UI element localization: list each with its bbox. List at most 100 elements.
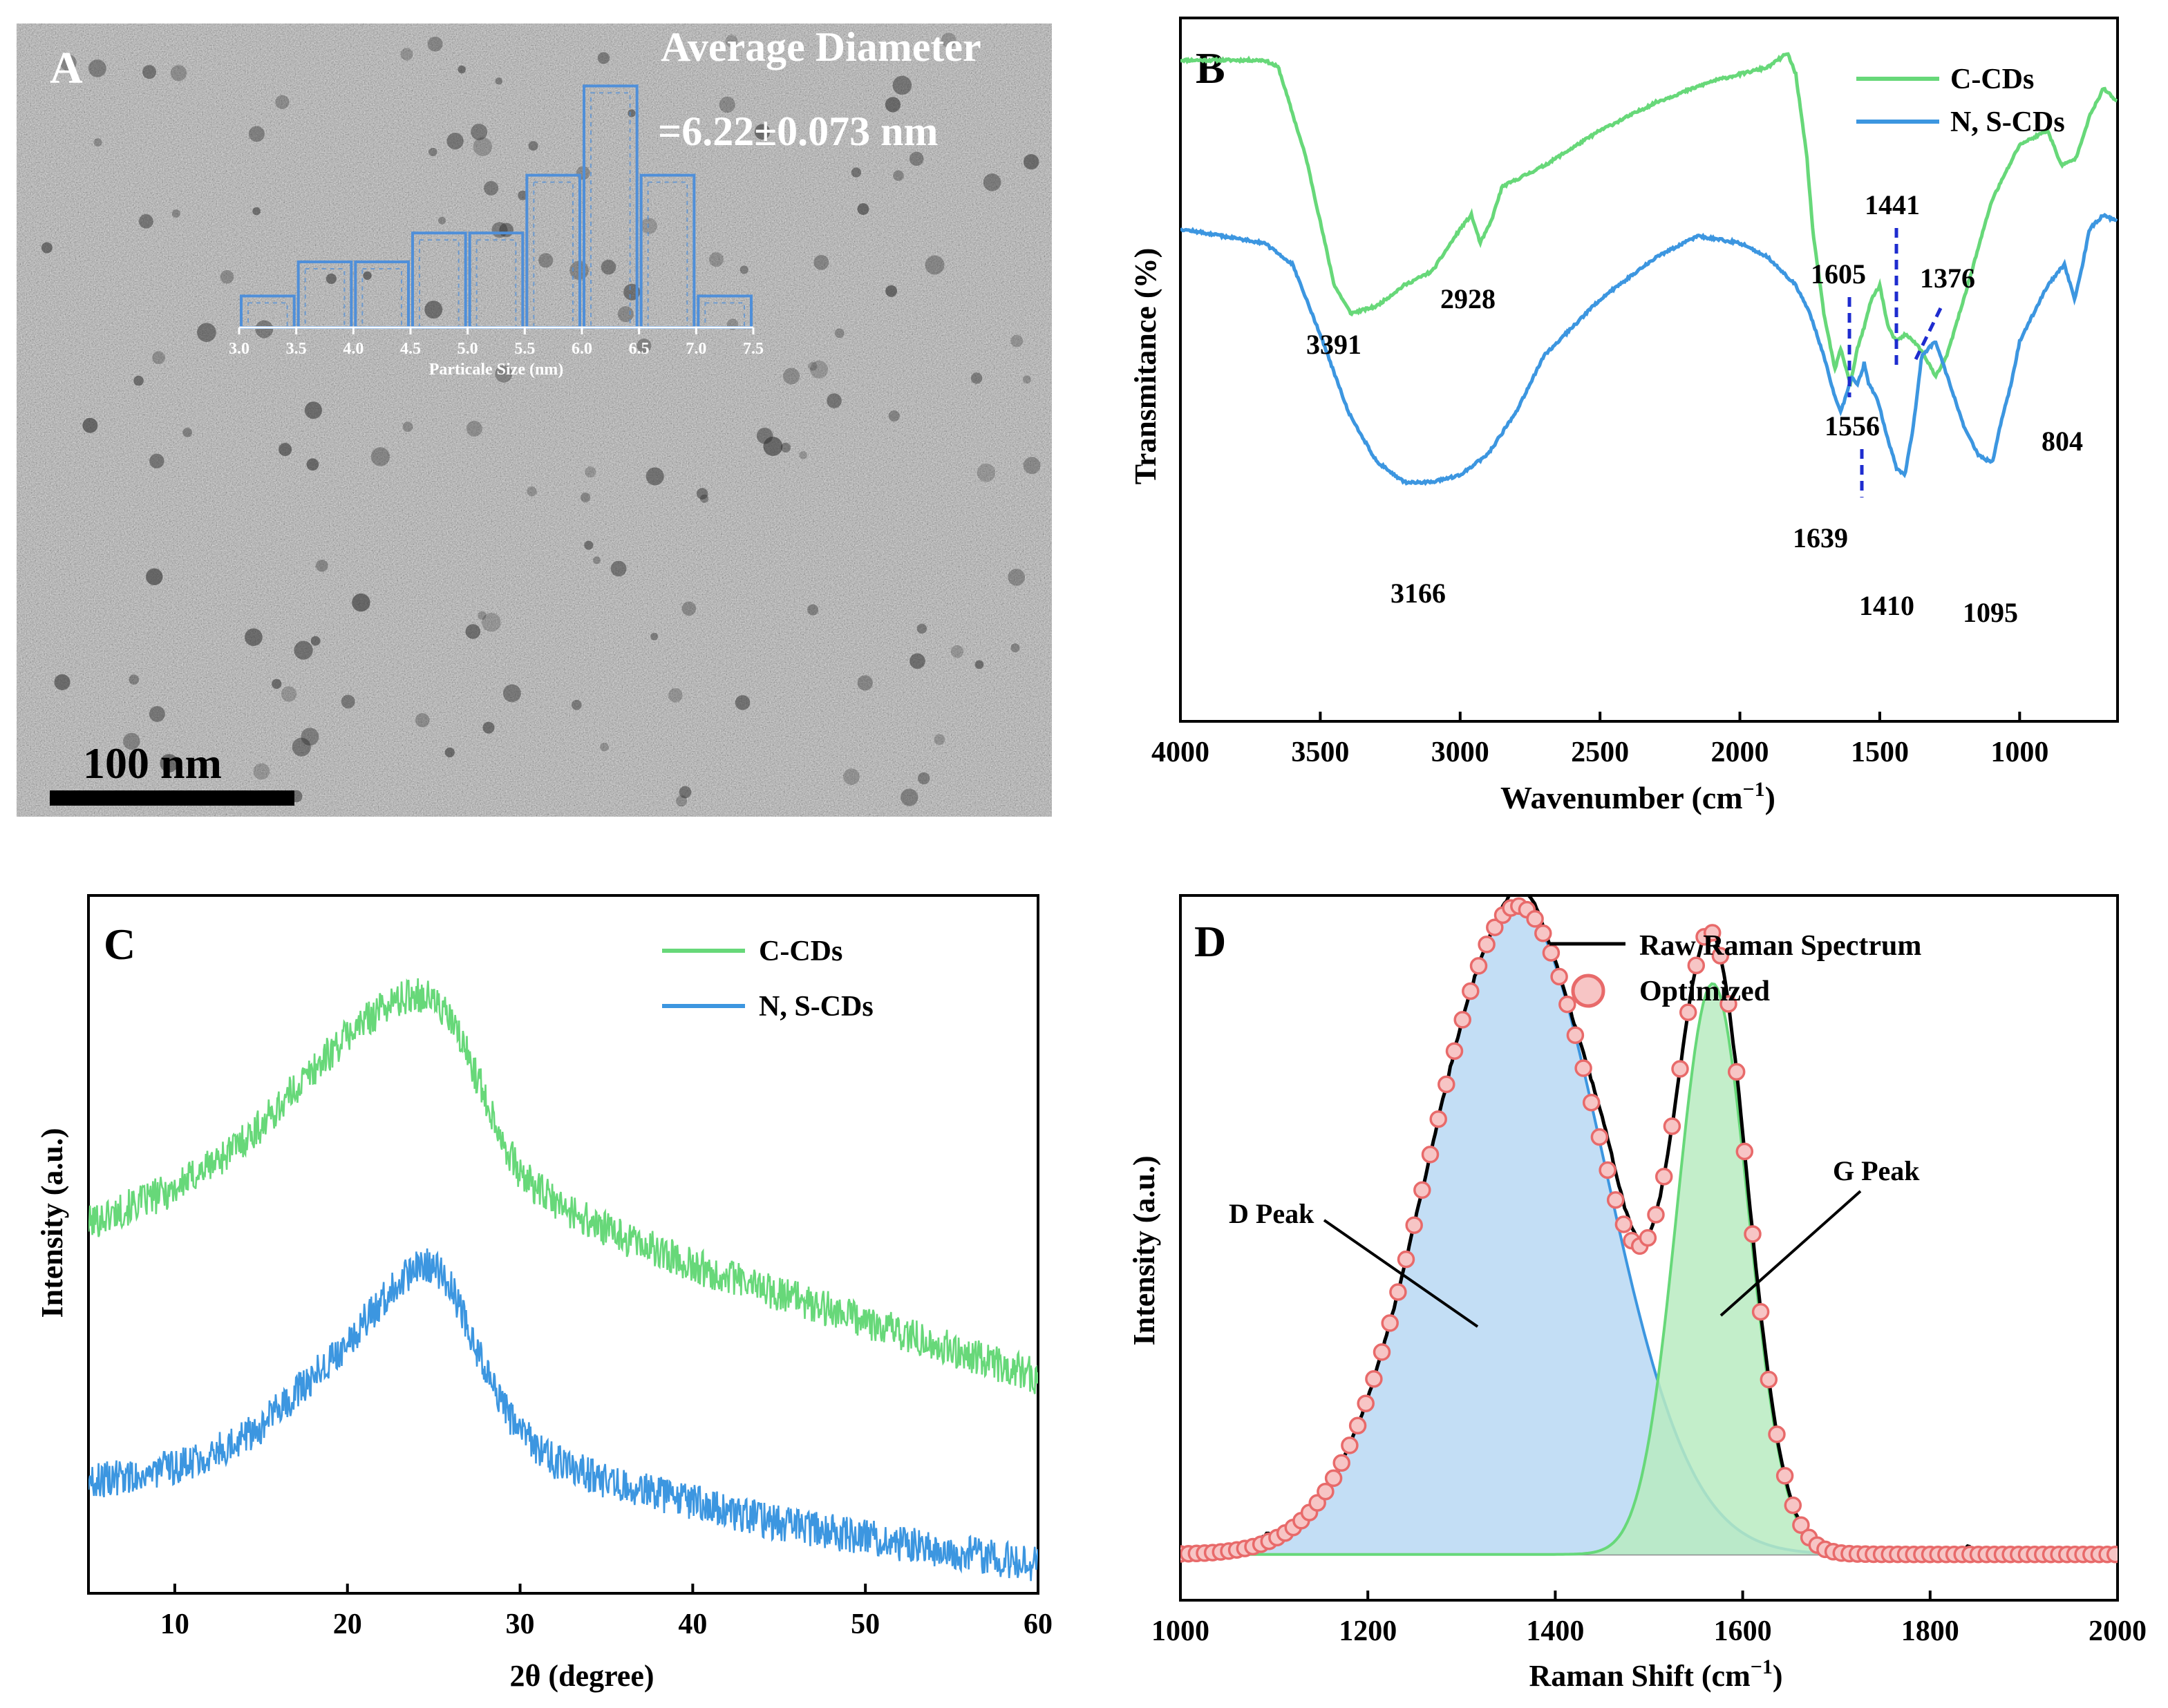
x-tick-label: 10 bbox=[160, 1609, 189, 1640]
tem-particle bbox=[253, 763, 270, 780]
average-diameter-title: Average Diameter bbox=[661, 24, 981, 70]
tem-particle bbox=[326, 273, 337, 285]
optimized-point bbox=[1719, 995, 1737, 1013]
tem-particle bbox=[983, 173, 1001, 191]
optimized-point bbox=[1574, 1059, 1592, 1077]
hist-tick-label: 4.0 bbox=[343, 340, 364, 358]
tem-particle bbox=[245, 628, 263, 647]
anno-1556: 1556 bbox=[1825, 410, 1880, 442]
tem-particle bbox=[1023, 457, 1041, 475]
panel-c-x-label: 2θ (degree) bbox=[509, 1659, 654, 1693]
optimized-point bbox=[1590, 1128, 1609, 1146]
tem-particle bbox=[370, 447, 390, 466]
optimized-point bbox=[1655, 1168, 1673, 1186]
hist-tick-label: 5.5 bbox=[514, 340, 535, 358]
optimized-point bbox=[1744, 1225, 1762, 1243]
tem-particle bbox=[601, 259, 616, 275]
tem-particle bbox=[438, 216, 446, 225]
tem-particle bbox=[315, 559, 328, 572]
tem-particle bbox=[783, 368, 800, 385]
tem-particle bbox=[977, 463, 996, 482]
optimized-point bbox=[1348, 1416, 1367, 1435]
legend-b-ns-cds: N, S-CDs bbox=[1950, 106, 2065, 138]
x-tick-label: 1500 bbox=[1851, 737, 1909, 768]
tem-particle bbox=[427, 36, 443, 52]
hist-bar-hatch bbox=[475, 239, 517, 329]
tem-particle bbox=[610, 560, 627, 577]
optimized-point bbox=[1469, 957, 1488, 975]
tem-particle bbox=[279, 443, 292, 457]
tem-particle bbox=[471, 124, 488, 140]
scale-bar bbox=[50, 790, 294, 806]
tem-particle bbox=[970, 372, 983, 384]
optimized-point bbox=[1687, 956, 1706, 975]
optimized-point bbox=[1784, 1496, 1802, 1515]
tem-particle bbox=[679, 786, 692, 799]
optimized-point bbox=[1751, 1302, 1770, 1321]
optimized-point bbox=[1373, 1343, 1391, 1361]
optimized-point bbox=[1453, 1011, 1471, 1029]
x-tick-label: 40 bbox=[678, 1609, 707, 1640]
tem-particle bbox=[528, 141, 538, 151]
optimized-point bbox=[1727, 1063, 1746, 1081]
optimized-point bbox=[1566, 1026, 1585, 1044]
x-tick-label: 50 bbox=[851, 1609, 880, 1640]
tem-particle bbox=[149, 705, 165, 722]
tem-particle bbox=[138, 213, 153, 229]
tem-particle bbox=[495, 365, 513, 383]
optimized-point bbox=[1639, 1228, 1657, 1247]
anno-1605: 1605 bbox=[1811, 258, 1866, 290]
d-peak-fill bbox=[1180, 906, 2118, 1555]
tem-particle bbox=[220, 270, 234, 284]
tem-particle bbox=[527, 486, 537, 497]
tem-particle bbox=[763, 437, 783, 456]
panel-d-plot bbox=[1180, 895, 2118, 1564]
optimized-point bbox=[1606, 1190, 1625, 1209]
optimized-point bbox=[2106, 1545, 2118, 1564]
tem-particle bbox=[466, 420, 482, 437]
x-tick-label: 2000 bbox=[2089, 1615, 2147, 1647]
tem-particle bbox=[152, 351, 165, 365]
tem-particle bbox=[916, 623, 927, 634]
panel-d-frame bbox=[1179, 894, 2119, 1602]
anno-3391: 3391 bbox=[1306, 329, 1361, 360]
optimized-point bbox=[1445, 1042, 1464, 1060]
panel-c-x-ticks: 10 20 30 40 50 60 bbox=[160, 1584, 1053, 1640]
optimized-point bbox=[1478, 936, 1496, 953]
tem-particles bbox=[41, 32, 1041, 807]
optimized-point bbox=[1357, 1394, 1375, 1412]
hist-bar-hatch bbox=[647, 181, 688, 328]
tem-particle bbox=[197, 323, 216, 342]
panel-c-plot bbox=[88, 978, 1038, 1582]
panel-b-x-ticks: 4000 3500 3000 2500 2000 1500 1000 bbox=[1151, 712, 2048, 768]
x-tick-label: 1000 bbox=[1151, 1615, 1209, 1647]
tem-particle bbox=[893, 170, 904, 181]
tem-particle bbox=[857, 675, 873, 691]
optimized-point bbox=[1397, 1250, 1415, 1269]
tem-particle bbox=[60, 54, 77, 71]
optimized-point bbox=[1324, 1469, 1343, 1488]
tem-particle bbox=[415, 713, 430, 728]
panel-c-legend: C-CDs N, S-CDs bbox=[662, 936, 874, 1023]
tem-particle bbox=[974, 660, 984, 670]
tem-particle bbox=[593, 556, 601, 564]
anno-2928: 2928 bbox=[1440, 283, 1496, 314]
tem-particle bbox=[495, 77, 502, 85]
panel-d-x-ticks: 1000 1200 1400 1600 1800 2000 bbox=[1151, 1591, 2147, 1647]
tem-grain bbox=[17, 23, 1052, 817]
tem-particle bbox=[473, 137, 493, 157]
tem-particle bbox=[133, 375, 144, 386]
panel-a-label: A bbox=[50, 43, 83, 93]
tem-particle bbox=[1010, 334, 1024, 348]
anno-3166: 3166 bbox=[1391, 578, 1446, 609]
optimized-point bbox=[1703, 924, 1722, 942]
optimized-point bbox=[1405, 1216, 1423, 1234]
optimized-point bbox=[1679, 1003, 1697, 1021]
g-peak-fill bbox=[1180, 983, 2118, 1555]
tem-particle bbox=[93, 138, 102, 146]
panel-b-annotations: 3391 2928 1605 1441 1376 1556 3166 1639 … bbox=[1306, 189, 2083, 628]
tem-particle bbox=[170, 65, 187, 82]
tem-particle bbox=[892, 75, 912, 95]
panel-b-label: B bbox=[1196, 44, 1225, 93]
